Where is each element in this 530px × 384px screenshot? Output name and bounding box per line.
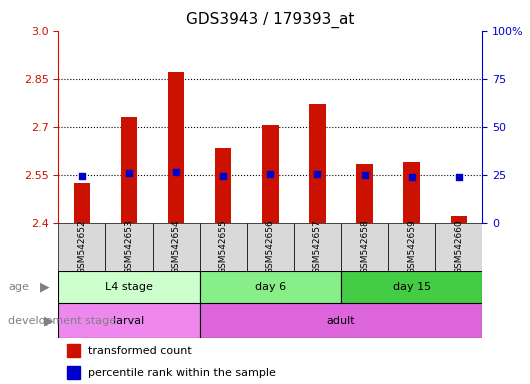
FancyBboxPatch shape	[58, 223, 105, 271]
Point	[313, 170, 322, 177]
Point	[219, 172, 227, 179]
Text: GSM542660: GSM542660	[454, 219, 463, 274]
FancyBboxPatch shape	[105, 223, 153, 271]
Bar	[67, 344, 80, 357]
Text: transformed count: transformed count	[88, 346, 192, 356]
FancyBboxPatch shape	[200, 303, 482, 338]
Text: adult: adult	[326, 316, 355, 326]
FancyBboxPatch shape	[153, 223, 200, 271]
Bar	[450, 216, 467, 223]
FancyBboxPatch shape	[435, 223, 482, 271]
Bar	[67, 366, 80, 379]
Text: GSM542657: GSM542657	[313, 219, 322, 274]
Text: percentile rank within the sample: percentile rank within the sample	[88, 368, 276, 378]
Bar	[403, 162, 420, 223]
FancyBboxPatch shape	[294, 223, 341, 271]
Point	[266, 171, 275, 177]
Text: GSM542652: GSM542652	[77, 219, 86, 274]
Bar	[168, 72, 184, 223]
FancyBboxPatch shape	[388, 223, 435, 271]
Text: larval: larval	[113, 316, 145, 326]
Point	[77, 173, 86, 179]
FancyBboxPatch shape	[200, 223, 247, 271]
FancyBboxPatch shape	[200, 271, 341, 303]
Text: GSM542659: GSM542659	[407, 219, 416, 274]
Bar	[121, 117, 137, 223]
FancyBboxPatch shape	[247, 223, 294, 271]
Title: GDS3943 / 179393_at: GDS3943 / 179393_at	[186, 12, 355, 28]
Text: ▶: ▶	[40, 280, 49, 293]
Text: day 6: day 6	[255, 282, 286, 292]
Text: age: age	[8, 282, 29, 292]
Text: GSM542658: GSM542658	[360, 219, 369, 274]
Bar	[215, 147, 232, 223]
Bar	[356, 164, 373, 223]
Point	[408, 174, 416, 180]
Text: GSM542656: GSM542656	[266, 219, 275, 274]
Bar	[309, 104, 325, 223]
Text: day 15: day 15	[393, 282, 431, 292]
Text: GSM542653: GSM542653	[125, 219, 134, 274]
Text: GSM542655: GSM542655	[219, 219, 228, 274]
Text: GSM542654: GSM542654	[172, 219, 181, 274]
Point	[360, 172, 369, 179]
FancyBboxPatch shape	[341, 223, 388, 271]
Text: L4 stage: L4 stage	[105, 282, 153, 292]
Point	[455, 174, 463, 180]
Point	[172, 169, 180, 175]
FancyBboxPatch shape	[58, 303, 200, 338]
Bar	[74, 183, 90, 223]
Text: development stage: development stage	[8, 316, 116, 326]
Point	[125, 170, 133, 176]
FancyBboxPatch shape	[58, 271, 200, 303]
Bar	[262, 125, 279, 223]
FancyBboxPatch shape	[341, 271, 482, 303]
Text: ▶: ▶	[44, 314, 54, 327]
